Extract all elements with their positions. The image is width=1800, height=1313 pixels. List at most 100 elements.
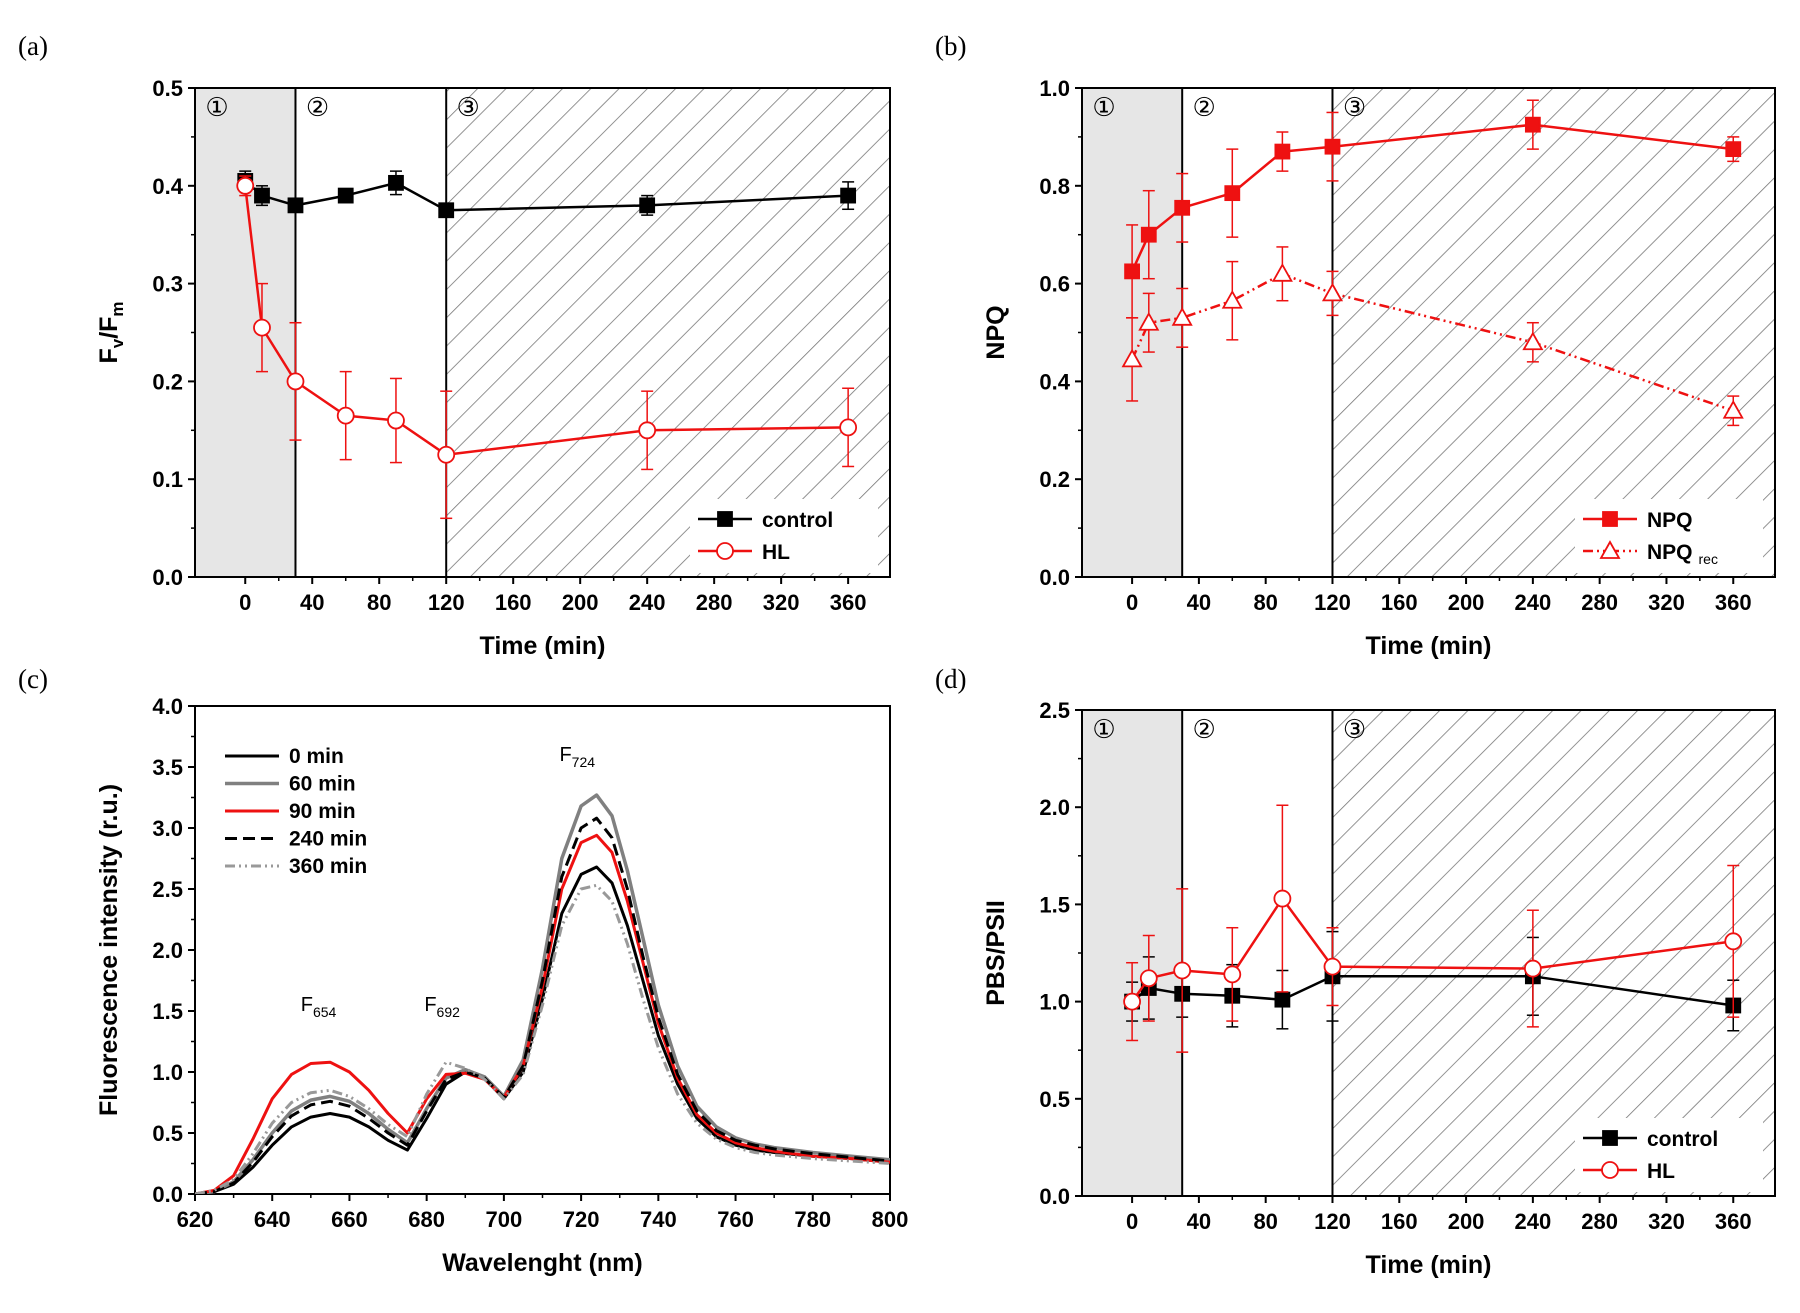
y-tick-label: 3.0 [152,816,183,841]
data-point [1223,965,1242,984]
data-point [253,318,271,337]
series-layer [1123,804,1743,1053]
series-line [243,185,849,457]
legend-label: 0 min [289,745,344,768]
x-tick-label: 120 [1314,1209,1351,1234]
y-tick-label: 0.0 [152,1182,183,1207]
legend-label: control [762,509,833,532]
x-tick-label: 620 [177,1207,214,1232]
x-tick-label: 320 [1648,1209,1685,1234]
data-point [1224,185,1241,202]
y-tick-label: 0.4 [1039,369,1070,394]
legend-label-main: NPQ [1647,509,1693,532]
x-tick-label: 700 [486,1207,523,1232]
x-axis-title: Time (min) [1366,1251,1492,1279]
x-tick-label: 120 [428,590,465,615]
y-tick-label: 2.0 [152,938,183,963]
x-tick-label: 360 [1715,590,1752,615]
data-point [286,372,305,391]
x-tick-label: 120 [1314,590,1351,615]
y-axis-title-mid: /F [95,317,123,339]
data-point [336,406,355,425]
x-tick-label: 800 [872,1207,909,1232]
legend-label: NPQ [1647,509,1693,532]
y-axis-title-main: F [95,348,123,363]
x-tick-label: 80 [367,590,391,615]
y-tick-label: 0.5 [1039,1087,1070,1112]
peak-annotation: F692 [424,994,460,1020]
data-point [1221,289,1243,309]
panel-label: (b) [935,31,966,61]
data-point [1722,399,1744,419]
x-tick-label: 160 [495,590,532,615]
panel-d: ① ② ③ 0 40 80 120 160 200 240 280 320 360 0.0 0.5 1.0 1.… [935,664,1776,1279]
x-tick-label: 40 [300,590,324,615]
y-axis-title: Fluorescence intensity (r.u.) [95,784,123,1116]
legend-label: HL [1647,1160,1675,1183]
peak-annotation-main: F [424,994,436,1016]
x-tick-label: 360 [830,590,867,615]
y-tick-label: 0.1 [152,467,183,492]
legend-label-main: control [1647,1128,1718,1151]
x-tick-label: 160 [1381,590,1418,615]
x-axis-title: Time (min) [480,632,606,660]
y-axis-title: Fv/Fm [95,301,127,363]
y-tick-label: 2.5 [152,877,183,902]
data-point [1324,138,1341,155]
y-tick-label: 0.6 [1039,272,1070,297]
y-axis-title-main: NPQ [982,305,1010,359]
region-label: ① [1092,93,1115,123]
panel-label: (a) [18,31,48,61]
data-point [1121,348,1143,368]
legend-marker [1601,1161,1619,1179]
x-tick-label: 780 [794,1207,831,1232]
panel-label: (d) [935,664,966,694]
region-label: ③ [1343,93,1366,123]
legend-label: control [1647,1128,1718,1151]
panel-a: ① ② ③ 0 40 80 120 160 200 240 280 320 360 0.0 0.1 0.2 0.… [18,31,891,660]
region-label: ③ [457,93,480,123]
data-point [1274,143,1291,160]
y-tick-label: 0.4 [152,174,183,199]
data-point [388,174,404,191]
region-hatched [1332,710,1775,1196]
y-tick-label: 2.5 [1039,698,1070,723]
data-point [236,176,255,195]
legend-marker [1599,540,1621,559]
data-point [1524,116,1541,133]
data-point [1174,199,1191,216]
x-tick-label: 240 [1515,590,1552,615]
data-point [1171,306,1193,326]
series-line [195,816,890,1194]
x-tick-label: 160 [1381,1209,1418,1234]
legend-marker [1602,511,1618,527]
legend: 0 min 60 min 90 min 240 min 360 min [225,745,367,878]
y-tick-label: 0.8 [1039,174,1070,199]
series-line [195,865,890,1194]
legend-label-main: HL [762,541,790,564]
y-tick-label: 4.0 [152,694,183,719]
y-tick-label: 0.2 [1039,467,1070,492]
peak-annotation: F654 [301,994,337,1020]
data-point [337,187,354,204]
x-tick-label: 640 [254,1207,291,1232]
x-tick-label: 280 [1581,590,1618,615]
data-point [438,202,455,219]
data-point [639,197,656,214]
y-tick-label: 0.0 [152,565,183,590]
region-label: ② [1193,93,1216,123]
region-label: ① [1092,715,1115,745]
x-tick-label: 680 [408,1207,445,1232]
legend-label-sub: rec [1699,551,1718,567]
data-point [840,187,857,204]
data-point [1173,961,1192,980]
region-label: ① [205,93,228,123]
data-point [1124,263,1140,280]
y-tick-label: 1.0 [152,1060,183,1085]
x-tick-label: 280 [1581,1209,1618,1234]
legend-label: HL [762,541,790,564]
y-axis-title: NPQ [982,305,1010,359]
legend-label: 90 min [289,800,356,823]
y-tick-label: 1.5 [152,999,183,1024]
